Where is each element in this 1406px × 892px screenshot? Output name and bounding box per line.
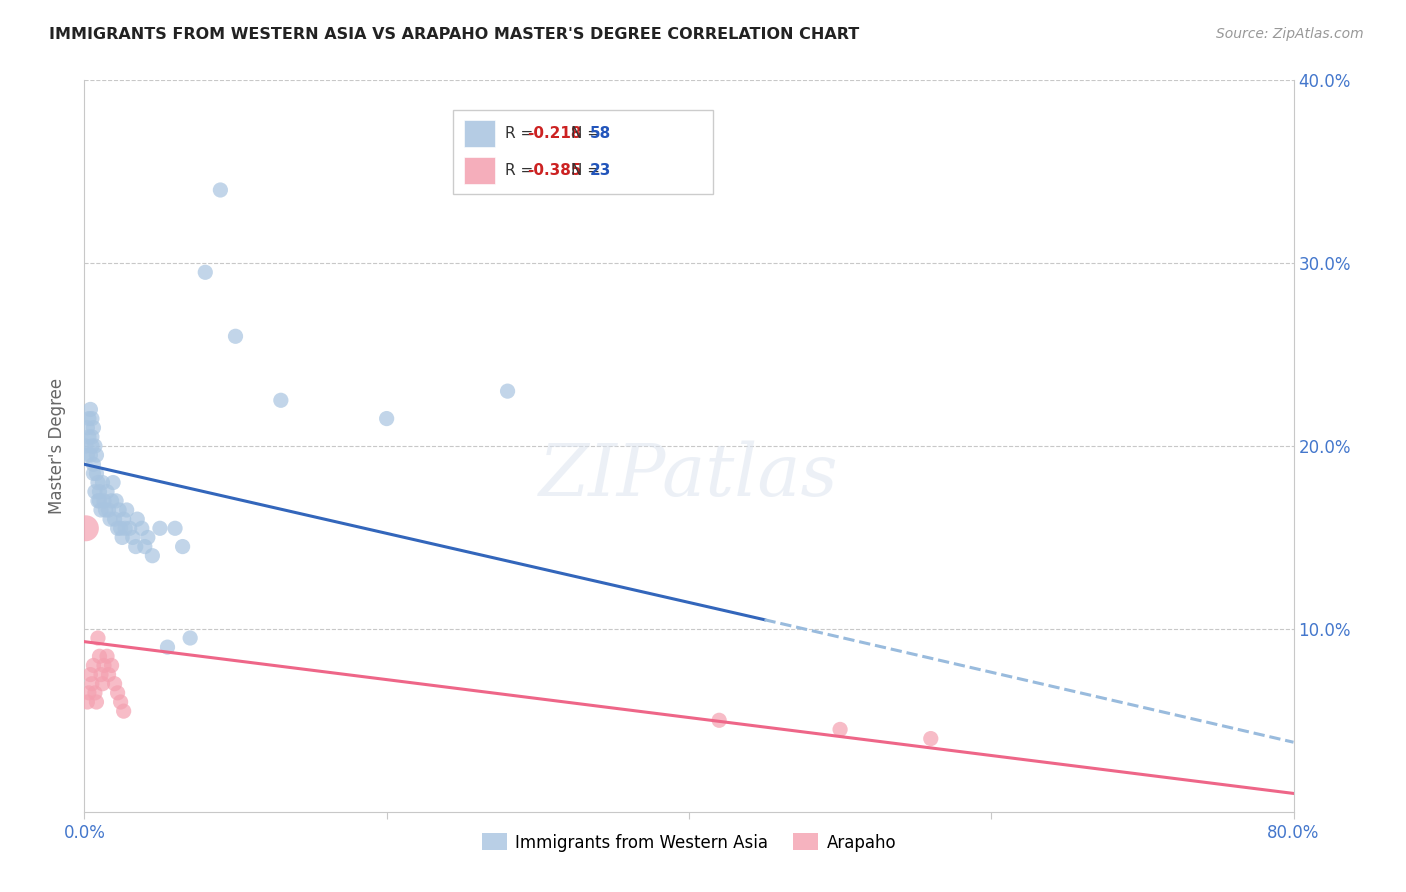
Point bbox=[79, 448, 101, 462]
Point bbox=[82, 421, 104, 435]
Point bbox=[194, 265, 217, 279]
Point bbox=[121, 530, 143, 544]
Point bbox=[77, 686, 100, 700]
Point bbox=[127, 512, 149, 526]
Point bbox=[108, 503, 131, 517]
Point bbox=[172, 540, 194, 554]
Point bbox=[105, 494, 128, 508]
Point bbox=[141, 549, 163, 563]
Point bbox=[96, 484, 118, 499]
Point bbox=[82, 457, 104, 471]
Point bbox=[86, 695, 108, 709]
Point bbox=[89, 649, 111, 664]
Text: N =: N = bbox=[571, 162, 606, 178]
Point bbox=[131, 521, 153, 535]
Text: IMMIGRANTS FROM WESTERN ASIA VS ARAPAHO MASTER'S DEGREE CORRELATION CHART: IMMIGRANTS FROM WESTERN ASIA VS ARAPAHO … bbox=[49, 27, 859, 42]
Point bbox=[98, 512, 121, 526]
Point bbox=[77, 411, 100, 425]
Text: R =: R = bbox=[505, 126, 538, 141]
Point bbox=[107, 686, 129, 700]
Point bbox=[496, 384, 519, 398]
Y-axis label: Master's Degree: Master's Degree bbox=[48, 378, 66, 514]
Point bbox=[209, 183, 232, 197]
Point bbox=[93, 494, 115, 508]
Point bbox=[110, 695, 132, 709]
Point bbox=[112, 704, 135, 718]
Point bbox=[86, 467, 108, 481]
Point bbox=[84, 686, 107, 700]
Point bbox=[87, 475, 110, 490]
Point bbox=[97, 667, 120, 681]
Point bbox=[94, 503, 117, 517]
Point bbox=[97, 503, 120, 517]
Point bbox=[80, 676, 103, 690]
Legend: Immigrants from Western Asia, Arapaho: Immigrants from Western Asia, Arapaho bbox=[475, 827, 903, 858]
Point bbox=[111, 530, 134, 544]
Point bbox=[77, 430, 100, 444]
Point bbox=[112, 512, 135, 526]
Point bbox=[90, 503, 112, 517]
Point bbox=[375, 411, 398, 425]
Text: -0.218: -0.218 bbox=[527, 126, 582, 141]
Point bbox=[104, 512, 127, 526]
Point bbox=[76, 448, 98, 462]
Point bbox=[101, 475, 124, 490]
Text: 58: 58 bbox=[589, 126, 610, 141]
Point bbox=[107, 521, 129, 535]
Point bbox=[84, 484, 107, 499]
Point bbox=[75, 439, 97, 453]
Point bbox=[709, 714, 731, 728]
Point bbox=[80, 430, 103, 444]
Text: Source: ZipAtlas.com: Source: ZipAtlas.com bbox=[1216, 27, 1364, 41]
Point bbox=[134, 540, 156, 554]
Point bbox=[114, 521, 136, 535]
Point bbox=[100, 658, 122, 673]
Point bbox=[87, 631, 110, 645]
Point bbox=[104, 676, 127, 690]
Point bbox=[93, 658, 115, 673]
Point bbox=[156, 640, 179, 655]
Point bbox=[76, 421, 98, 435]
Point bbox=[76, 695, 98, 709]
Point bbox=[86, 448, 108, 462]
Point bbox=[91, 676, 114, 690]
Point bbox=[118, 521, 141, 535]
Point bbox=[80, 439, 103, 453]
Text: R =: R = bbox=[505, 162, 538, 178]
Point bbox=[89, 484, 111, 499]
Text: ZIPatlas: ZIPatlas bbox=[538, 440, 839, 510]
Point bbox=[115, 503, 138, 517]
Point bbox=[84, 439, 107, 453]
Text: -0.385: -0.385 bbox=[527, 162, 582, 178]
Point bbox=[82, 467, 104, 481]
Text: N =: N = bbox=[571, 126, 606, 141]
Point bbox=[110, 521, 132, 535]
Point bbox=[830, 723, 852, 737]
Text: 23: 23 bbox=[589, 162, 612, 178]
Point bbox=[75, 521, 97, 535]
Point bbox=[96, 649, 118, 664]
Point bbox=[80, 411, 103, 425]
Point bbox=[100, 494, 122, 508]
Point bbox=[920, 731, 942, 746]
Point bbox=[125, 540, 148, 554]
Point bbox=[91, 475, 114, 490]
Point bbox=[270, 393, 292, 408]
Point bbox=[225, 329, 247, 343]
Point bbox=[82, 658, 104, 673]
Point bbox=[179, 631, 201, 645]
Point bbox=[87, 494, 110, 508]
Point bbox=[149, 521, 172, 535]
Point bbox=[79, 667, 101, 681]
Point bbox=[89, 494, 111, 508]
Point bbox=[165, 521, 187, 535]
Point bbox=[90, 667, 112, 681]
Point bbox=[136, 530, 159, 544]
Point bbox=[79, 402, 101, 417]
